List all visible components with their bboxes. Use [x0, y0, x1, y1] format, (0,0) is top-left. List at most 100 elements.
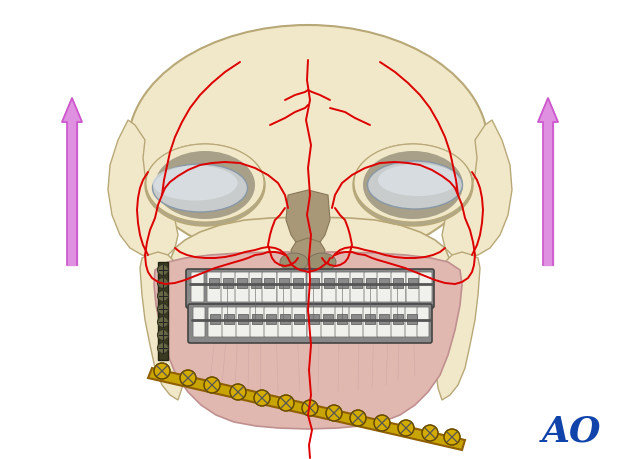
- FancyBboxPatch shape: [366, 278, 376, 288]
- FancyBboxPatch shape: [391, 272, 406, 302]
- Polygon shape: [108, 120, 178, 258]
- FancyBboxPatch shape: [309, 314, 319, 324]
- Polygon shape: [435, 252, 480, 400]
- FancyBboxPatch shape: [350, 272, 365, 302]
- FancyBboxPatch shape: [351, 314, 361, 324]
- FancyBboxPatch shape: [377, 307, 392, 337]
- Ellipse shape: [145, 144, 265, 226]
- Circle shape: [204, 377, 220, 393]
- FancyBboxPatch shape: [322, 272, 337, 302]
- Polygon shape: [158, 262, 168, 360]
- Polygon shape: [291, 238, 325, 272]
- Ellipse shape: [354, 144, 472, 222]
- FancyBboxPatch shape: [222, 307, 237, 337]
- FancyBboxPatch shape: [223, 278, 233, 288]
- FancyBboxPatch shape: [188, 304, 432, 343]
- Ellipse shape: [280, 253, 308, 271]
- Circle shape: [422, 425, 438, 441]
- FancyBboxPatch shape: [293, 278, 303, 288]
- Circle shape: [180, 370, 196, 386]
- Circle shape: [157, 330, 169, 341]
- FancyBboxPatch shape: [291, 272, 306, 302]
- FancyBboxPatch shape: [193, 307, 205, 337]
- Circle shape: [398, 420, 414, 436]
- FancyBboxPatch shape: [238, 314, 248, 324]
- FancyBboxPatch shape: [419, 272, 432, 302]
- FancyBboxPatch shape: [191, 272, 204, 302]
- FancyBboxPatch shape: [209, 278, 219, 288]
- FancyBboxPatch shape: [377, 272, 392, 302]
- FancyBboxPatch shape: [266, 314, 276, 324]
- FancyBboxPatch shape: [280, 314, 290, 324]
- FancyBboxPatch shape: [186, 269, 434, 308]
- FancyBboxPatch shape: [405, 307, 420, 337]
- FancyBboxPatch shape: [379, 278, 389, 288]
- FancyBboxPatch shape: [249, 272, 264, 302]
- FancyBboxPatch shape: [349, 307, 364, 337]
- Ellipse shape: [353, 144, 473, 226]
- FancyBboxPatch shape: [210, 314, 220, 324]
- FancyBboxPatch shape: [406, 272, 421, 302]
- Polygon shape: [140, 252, 185, 400]
- FancyBboxPatch shape: [352, 278, 362, 288]
- FancyBboxPatch shape: [379, 314, 389, 324]
- FancyBboxPatch shape: [251, 278, 261, 288]
- Circle shape: [302, 400, 318, 416]
- Circle shape: [157, 342, 169, 353]
- FancyBboxPatch shape: [221, 272, 236, 302]
- Circle shape: [326, 405, 342, 421]
- FancyBboxPatch shape: [417, 307, 429, 337]
- Polygon shape: [442, 120, 512, 258]
- FancyBboxPatch shape: [294, 314, 304, 324]
- Ellipse shape: [368, 161, 463, 209]
- FancyBboxPatch shape: [365, 314, 375, 324]
- FancyBboxPatch shape: [224, 314, 234, 324]
- Circle shape: [350, 410, 366, 426]
- Circle shape: [157, 317, 169, 328]
- FancyBboxPatch shape: [307, 307, 322, 337]
- Circle shape: [444, 429, 460, 445]
- Circle shape: [254, 390, 270, 406]
- Ellipse shape: [153, 166, 237, 201]
- Circle shape: [230, 384, 246, 400]
- Polygon shape: [62, 98, 82, 122]
- FancyBboxPatch shape: [208, 307, 223, 337]
- FancyBboxPatch shape: [321, 307, 336, 337]
- FancyBboxPatch shape: [292, 307, 307, 337]
- Ellipse shape: [153, 164, 247, 212]
- Polygon shape: [148, 368, 465, 450]
- FancyBboxPatch shape: [252, 314, 262, 324]
- Ellipse shape: [146, 144, 264, 222]
- Ellipse shape: [128, 25, 488, 265]
- FancyBboxPatch shape: [262, 272, 277, 302]
- FancyBboxPatch shape: [264, 278, 274, 288]
- FancyBboxPatch shape: [279, 278, 289, 288]
- FancyBboxPatch shape: [278, 307, 293, 337]
- FancyBboxPatch shape: [235, 272, 250, 302]
- FancyBboxPatch shape: [324, 278, 334, 288]
- Circle shape: [278, 395, 294, 411]
- Polygon shape: [154, 252, 462, 429]
- FancyBboxPatch shape: [336, 272, 351, 302]
- Ellipse shape: [378, 164, 458, 196]
- Circle shape: [154, 363, 170, 379]
- Polygon shape: [67, 122, 77, 265]
- Polygon shape: [543, 122, 553, 265]
- Ellipse shape: [363, 151, 463, 219]
- FancyBboxPatch shape: [393, 314, 403, 324]
- Ellipse shape: [155, 151, 255, 219]
- Polygon shape: [286, 190, 330, 248]
- Polygon shape: [170, 217, 450, 320]
- FancyBboxPatch shape: [309, 278, 319, 288]
- Circle shape: [157, 303, 169, 314]
- Circle shape: [157, 278, 169, 289]
- Ellipse shape: [308, 253, 336, 271]
- Circle shape: [374, 415, 390, 431]
- FancyBboxPatch shape: [337, 314, 347, 324]
- Circle shape: [157, 264, 169, 275]
- FancyBboxPatch shape: [363, 307, 378, 337]
- FancyBboxPatch shape: [264, 307, 279, 337]
- FancyBboxPatch shape: [277, 272, 292, 302]
- FancyBboxPatch shape: [391, 307, 406, 337]
- FancyBboxPatch shape: [408, 278, 418, 288]
